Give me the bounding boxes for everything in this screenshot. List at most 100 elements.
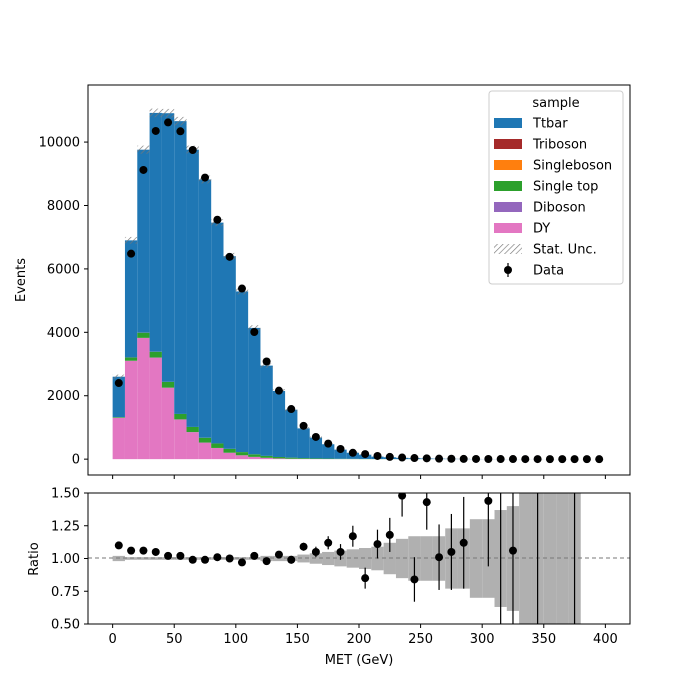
bar-dy — [211, 448, 224, 460]
data-point — [250, 328, 259, 336]
data-point — [570, 455, 579, 464]
stat-unc-hatch — [161, 108, 175, 118]
bar-dy — [235, 455, 249, 460]
ratio-point — [287, 555, 296, 564]
legend: sample Ttbar Triboson Singleboson Single to… — [488, 90, 624, 285]
stat-unc-hatch — [112, 374, 125, 379]
ratio-point — [176, 551, 185, 560]
legend-swatch-ttbar — [494, 118, 522, 128]
x-tick-label: 200 — [347, 632, 372, 647]
ratio-point — [188, 555, 197, 564]
x-tick-label: 250 — [408, 632, 433, 647]
ratio-point — [151, 547, 160, 556]
data-point — [311, 432, 320, 441]
stat-unc-hatch — [248, 325, 261, 331]
data-points — [114, 118, 604, 464]
legend-label-data: Data — [533, 264, 564, 279]
bar-ttbar — [309, 437, 323, 459]
main-y-ticks: 0 2000 4000 6000 8000 10000 — [39, 136, 88, 468]
ratio-point — [324, 538, 333, 547]
ratio-band-bin — [556, 493, 569, 624]
ratio-point — [213, 553, 222, 562]
ratio-y-axis-label: Ratio — [27, 542, 42, 575]
data-point — [459, 454, 468, 463]
ratio-band-bin — [346, 549, 359, 568]
ratio-point — [237, 558, 246, 567]
bar-ttbar — [285, 409, 298, 458]
data-point — [595, 455, 604, 464]
bar-single-top — [223, 448, 236, 453]
bar-ttbar — [149, 112, 162, 352]
bar-single-top — [297, 458, 310, 459]
data-point — [435, 454, 444, 463]
bar-ttbar — [235, 291, 249, 453]
data-point — [299, 421, 308, 430]
bar-ttbar — [260, 365, 273, 456]
ratio-point — [299, 542, 308, 551]
bar-single-top — [211, 443, 224, 448]
main-y-axis-label: Events — [14, 258, 29, 302]
legend-label-triboson: Triboson — [532, 138, 587, 153]
bar-dy — [149, 357, 162, 460]
bar-single-top — [260, 455, 273, 458]
bar-ttbar — [198, 179, 212, 438]
bar-single-top — [124, 357, 138, 361]
ratio-point — [201, 555, 210, 564]
bar-single-top — [112, 417, 125, 418]
bar-dy — [223, 452, 236, 460]
bar-ttbar — [297, 428, 310, 459]
bar-single-top — [198, 437, 212, 443]
data-point — [274, 386, 283, 395]
ratio-point — [373, 540, 382, 549]
ratio-point — [508, 546, 517, 555]
stat-unc-hatch — [124, 236, 138, 244]
x-tick-label: 100 — [223, 632, 248, 647]
ratio-point — [447, 547, 456, 556]
bar-single-top — [137, 332, 150, 338]
legend-label-dy: DY — [533, 222, 550, 237]
data-point — [188, 146, 197, 154]
bar-dy — [137, 338, 150, 460]
legend-swatch-stat-unc — [494, 244, 522, 254]
legend-swatch-singleboson — [494, 160, 522, 170]
stat-unc-hatch — [149, 108, 162, 118]
data-point — [582, 455, 591, 464]
data-point — [410, 454, 419, 463]
data-point — [521, 455, 530, 464]
ratio-band-bin — [543, 493, 557, 624]
ratio-point — [348, 532, 357, 541]
bar-dy — [272, 458, 286, 460]
data-point — [151, 126, 160, 135]
legend-label-singleboson: Singleboson — [533, 159, 612, 174]
data-point — [422, 454, 431, 463]
legend-label-stat-unc: Stat. Unc. — [533, 243, 597, 258]
ratio-point — [250, 551, 259, 560]
bar-single-top — [186, 426, 199, 433]
bar-ttbar — [112, 376, 125, 418]
data-point — [127, 249, 136, 258]
main-x-ticks — [112, 475, 606, 479]
bar-single-top — [174, 413, 187, 420]
bar-dy — [161, 387, 175, 460]
ratio-point — [435, 553, 444, 562]
legend-label-ttbar: Ttbar — [532, 117, 568, 132]
legend-swatch-single-top — [494, 181, 522, 191]
ratio-point — [410, 575, 419, 584]
legend-swatch-diboson — [494, 202, 522, 212]
data-point — [472, 454, 481, 463]
data-point — [176, 127, 185, 136]
bar-dy — [112, 417, 125, 460]
stat-unc-hatch — [260, 363, 273, 368]
data-point — [336, 445, 345, 453]
ratio-point — [139, 546, 148, 555]
data-point — [201, 173, 210, 182]
bar-single-top — [149, 351, 162, 358]
data-point — [533, 455, 542, 464]
bar-ttbar — [223, 256, 236, 449]
legend-frame — [488, 90, 624, 285]
x-tick-label: 50 — [166, 632, 183, 647]
ratio-y-tick-label: 0.75 — [51, 585, 80, 600]
bar-ttbar — [211, 222, 224, 444]
bar-dy — [186, 432, 199, 460]
